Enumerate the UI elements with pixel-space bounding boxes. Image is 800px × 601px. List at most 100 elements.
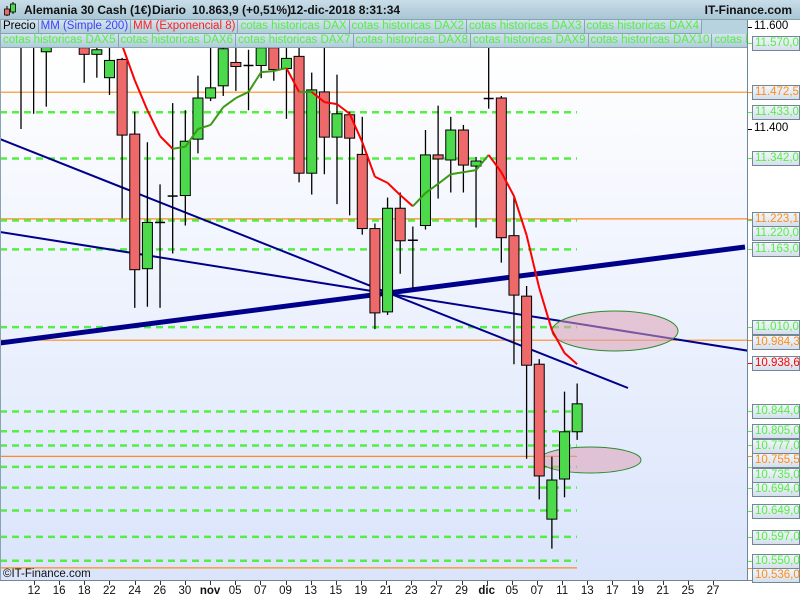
candle[interactable] bbox=[29, 0, 39, 114]
candle[interactable] bbox=[495, 95, 507, 263]
candle-body bbox=[268, 48, 280, 71]
x-tick bbox=[612, 581, 614, 585]
highlight-ellipse-upper[interactable] bbox=[551, 310, 679, 352]
candle[interactable] bbox=[445, 116, 457, 193]
legend-item[interactable]: cotas historicas DAX2 bbox=[348, 20, 468, 34]
y-tick-label: 11.600 bbox=[754, 20, 789, 33]
date-axis bbox=[0, 580, 800, 601]
legend-item[interactable]: cotas historicas DAX7 bbox=[235, 34, 354, 48]
candle[interactable] bbox=[546, 456, 558, 549]
candle[interactable] bbox=[179, 110, 191, 226]
candle[interactable] bbox=[243, 49, 254, 111]
price-tick bbox=[748, 42, 752, 44]
candle[interactable] bbox=[293, 17, 305, 183]
ema-segment bbox=[463, 169, 477, 174]
legend-item[interactable]: cotas historicas DAX bbox=[237, 20, 350, 34]
candle[interactable] bbox=[382, 197, 394, 315]
candle[interactable] bbox=[571, 383, 583, 440]
x-tick-label: 27 bbox=[706, 585, 720, 597]
x-tick-label: 15 bbox=[329, 585, 343, 597]
candle[interactable] bbox=[40, 17, 52, 107]
chart-header: Alemania 30 Cash (1€) Diario 10.863,9 (+… bbox=[0, 0, 800, 20]
legend-item[interactable]: cotas historicas DAX4 bbox=[583, 20, 703, 34]
legend-item[interactable]: cotas historicas DAX6 bbox=[117, 34, 236, 48]
x-tick-label: 17 bbox=[606, 585, 619, 597]
candle[interactable] bbox=[306, 72, 318, 195]
candle[interactable] bbox=[470, 156, 482, 228]
candle[interactable] bbox=[533, 359, 545, 500]
x-tick bbox=[34, 581, 35, 585]
x-tick-label: 16 bbox=[52, 585, 66, 597]
candle[interactable] bbox=[331, 74, 343, 205]
level-price-label: 11.342,0 bbox=[752, 151, 800, 167]
x-tick-label: 21 bbox=[379, 585, 393, 597]
candle[interactable] bbox=[167, 103, 178, 254]
x-tick-label: 30 bbox=[178, 585, 192, 597]
price-tick bbox=[748, 363, 752, 365]
candle-body bbox=[382, 207, 394, 313]
x-tick-label: 24 bbox=[128, 585, 141, 597]
legend-item[interactable]: cotas historicas DAX3 bbox=[466, 20, 585, 34]
candle[interactable] bbox=[217, 17, 229, 96]
ema-segment bbox=[172, 145, 186, 150]
candle[interactable] bbox=[318, 32, 330, 175]
candle[interactable] bbox=[419, 130, 431, 230]
candle[interactable] bbox=[116, 57, 128, 219]
x-tick bbox=[59, 581, 61, 585]
legend-item[interactable]: MM (Exponencial 8) bbox=[130, 20, 239, 34]
candle[interactable] bbox=[521, 285, 533, 459]
candle[interactable] bbox=[230, 17, 242, 91]
ema-segment bbox=[412, 192, 427, 207]
level-price-label: 11.010,0 bbox=[752, 320, 800, 336]
legend-item[interactable]: cotas historicas DAX5 bbox=[0, 34, 119, 48]
ema-segment bbox=[247, 71, 263, 93]
candle[interactable] bbox=[407, 226, 418, 289]
candle[interactable] bbox=[155, 184, 166, 308]
candle[interactable] bbox=[394, 192, 406, 274]
candle[interactable] bbox=[141, 142, 153, 307]
candle-body bbox=[394, 207, 406, 242]
x-tick bbox=[159, 581, 161, 585]
legend-item[interactable]: cotas historicas DAX10 bbox=[587, 34, 713, 48]
candle[interactable] bbox=[457, 124, 469, 193]
level-price-label: 10.984,3 bbox=[752, 334, 800, 350]
candle[interactable] bbox=[255, 17, 267, 79]
ema-segment bbox=[311, 91, 325, 103]
legend-item[interactable]: cotas histori bbox=[711, 34, 747, 48]
price-tick bbox=[748, 510, 752, 512]
candle-body bbox=[205, 87, 217, 99]
price-tick bbox=[748, 536, 752, 538]
candle[interactable] bbox=[129, 111, 141, 308]
ema-segment bbox=[122, 48, 136, 81]
candle[interactable] bbox=[91, 27, 103, 78]
candle[interactable] bbox=[369, 223, 381, 330]
ema-segment bbox=[437, 173, 452, 185]
candle[interactable] bbox=[103, 27, 115, 95]
price-tick bbox=[748, 466, 752, 468]
ema-segment bbox=[475, 154, 490, 171]
x-tick-label: 19 bbox=[354, 585, 368, 597]
candle[interactable] bbox=[16, 0, 26, 129]
ema-segment bbox=[348, 113, 364, 143]
candle[interactable] bbox=[508, 195, 520, 365]
x-tick bbox=[637, 581, 639, 585]
candle[interactable] bbox=[483, 27, 494, 109]
legend-item[interactable]: cotas historicas DAX9 bbox=[470, 34, 589, 48]
highlight-ellipse-lower[interactable] bbox=[538, 446, 642, 474]
candle[interactable] bbox=[356, 116, 368, 235]
level-price-label: 11.220,0 bbox=[752, 226, 800, 242]
price-tick bbox=[748, 112, 752, 114]
candle-body bbox=[369, 228, 381, 314]
candle[interactable] bbox=[192, 75, 204, 154]
legend-item[interactable]: cotas historicas DAX8 bbox=[352, 34, 471, 48]
x-tick bbox=[662, 581, 664, 585]
legend-item[interactable]: Precio bbox=[0, 20, 39, 34]
level-price-label: 11.433,0 bbox=[752, 105, 800, 121]
candle[interactable] bbox=[205, 17, 217, 102]
candle[interactable] bbox=[559, 391, 571, 498]
candle[interactable] bbox=[344, 111, 356, 216]
candle[interactable] bbox=[78, 27, 90, 83]
legend-item[interactable]: MM (Simple 200) bbox=[37, 20, 132, 34]
price-tick bbox=[748, 220, 752, 222]
